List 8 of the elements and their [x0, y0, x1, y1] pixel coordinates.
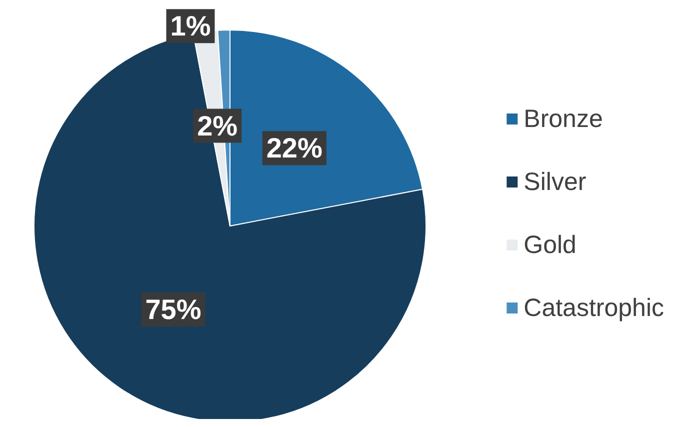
data-label: 2%: [197, 110, 238, 142]
legend-label: Gold: [524, 231, 576, 259]
data-label: 1%: [170, 10, 211, 42]
data-label: 22%: [266, 132, 322, 164]
legend-label: Catastrophic: [524, 294, 664, 322]
legend-label: Silver: [524, 168, 586, 196]
data-label: 75%: [145, 294, 202, 326]
legend-label: Bronze: [524, 105, 603, 133]
